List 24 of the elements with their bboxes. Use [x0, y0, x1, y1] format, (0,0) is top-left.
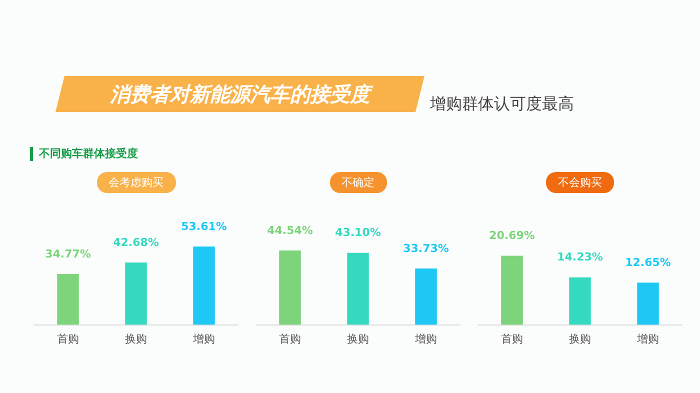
data-label: 33.73% — [403, 242, 449, 255]
x-tick-label: 换购 — [347, 332, 369, 346]
chart-title: 会考虑购买 — [96, 172, 176, 193]
data-label: 42.68% — [113, 236, 159, 249]
text: 不同购车群体接受度 — [30, 147, 138, 161]
data-label: 34.77% — [45, 247, 91, 260]
x-tick-label: 增购 — [192, 332, 215, 346]
data-label: 12.65% — [625, 256, 671, 269]
chart-title: 不确定 — [330, 172, 386, 193]
text: 消费者对新能源汽车的接受度 — [109, 81, 374, 108]
data-label: 44.54% — [267, 224, 313, 237]
data-label: 43.10% — [335, 226, 381, 240]
text: 增购群体认可度最高 — [430, 94, 574, 115]
data-label: 14.23% — [557, 250, 603, 264]
x-tick-label: 换购 — [125, 332, 147, 346]
x-tick-label: 换购 — [569, 332, 591, 346]
x-tick-label: 首购 — [501, 332, 523, 346]
data-label: 20.69% — [489, 229, 535, 242]
x-tick-label: 首购 — [57, 332, 79, 346]
x-tick-label: 增购 — [636, 332, 659, 346]
chart-title: 不会购买 — [546, 172, 614, 193]
data-label: 53.61% — [181, 220, 227, 233]
x-tick-label: 首购 — [279, 332, 301, 346]
x-tick-label: 增购 — [414, 332, 437, 346]
